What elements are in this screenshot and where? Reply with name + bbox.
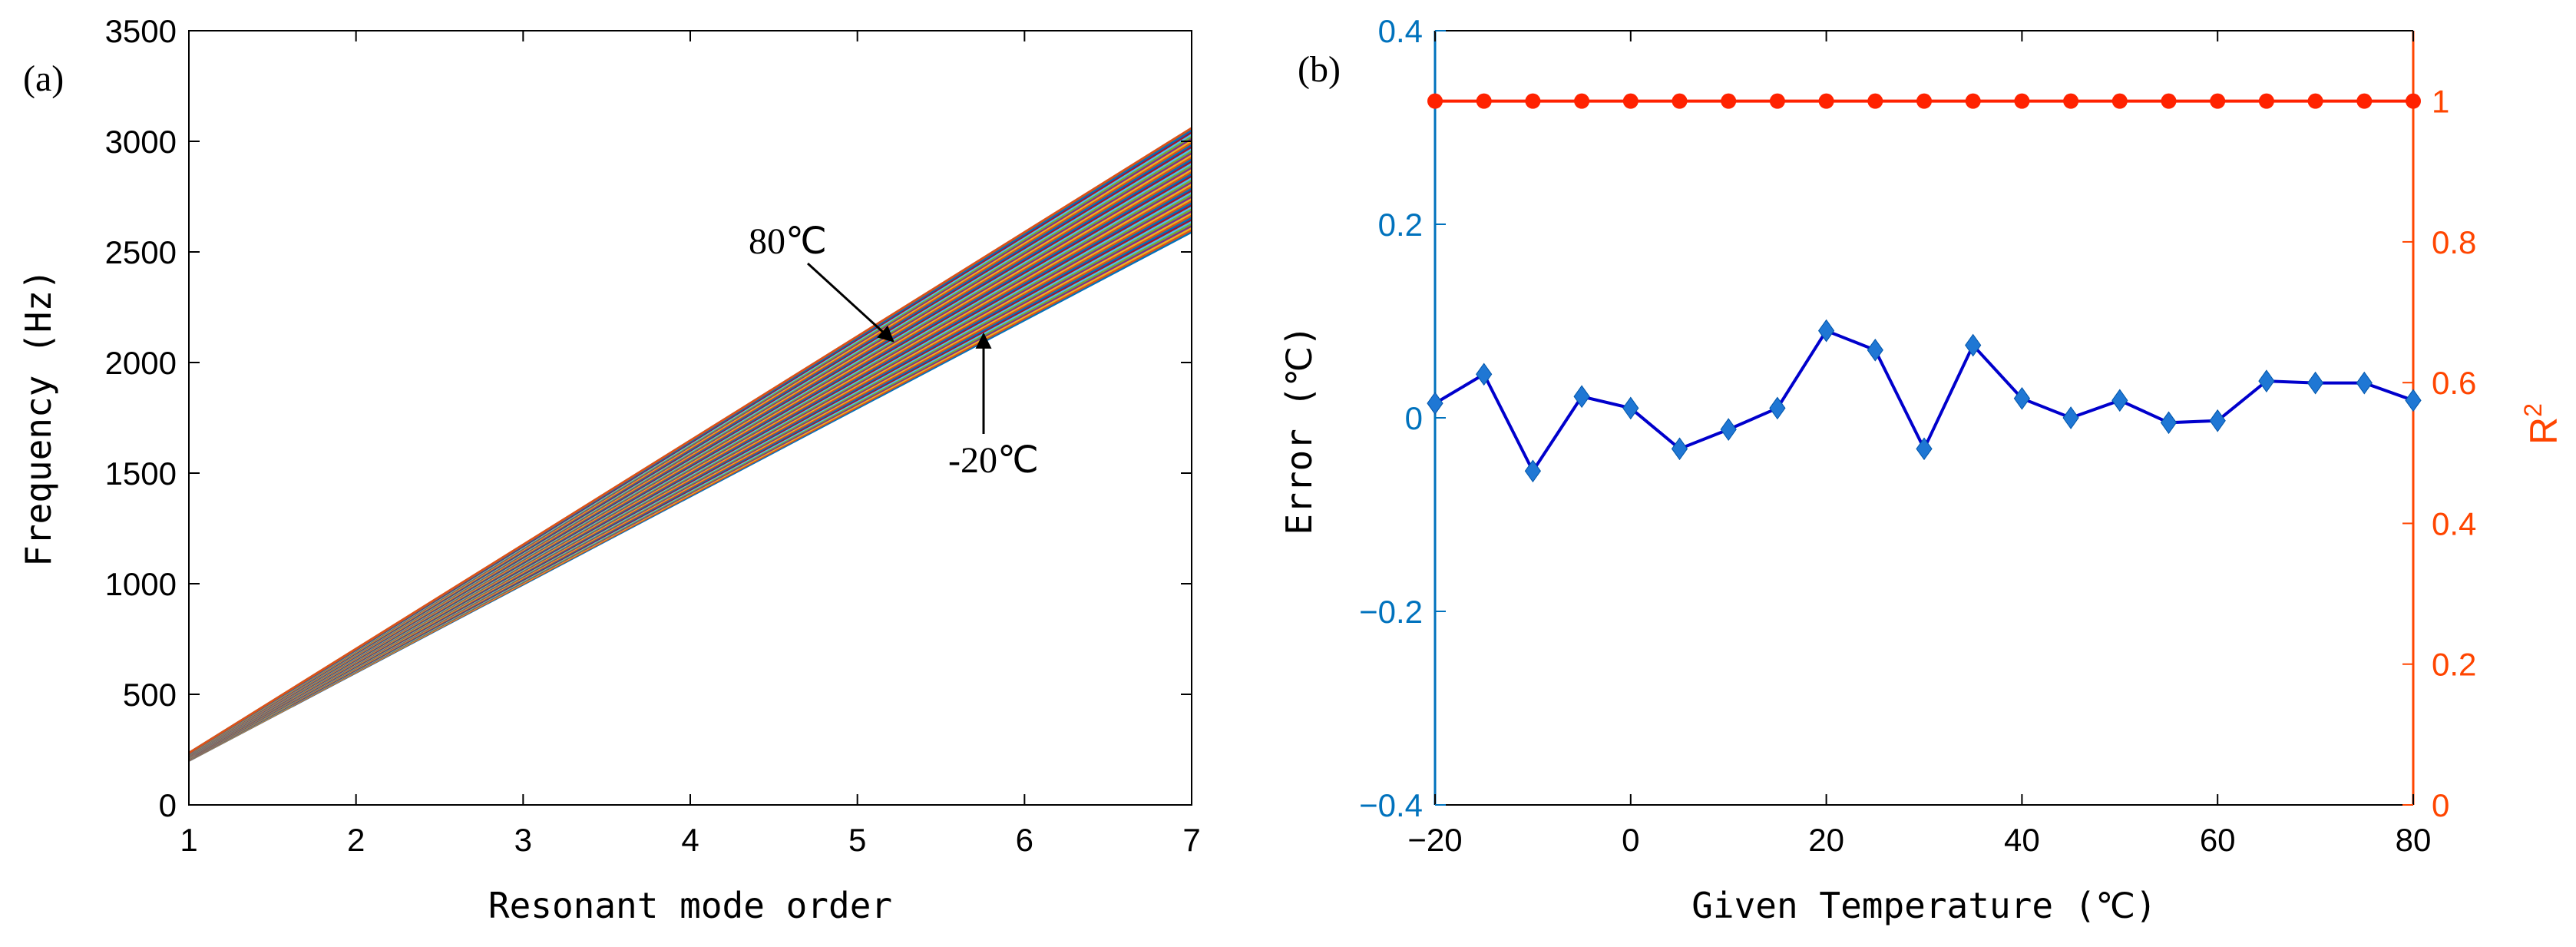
panel-b-left-ytick-label: −0.2 [1359,594,1423,630]
panel-a-xtick-label: 3 [514,822,532,858]
error-point [2209,409,2226,432]
panel-b-xtick-label: 80 [2396,822,2432,858]
error-point [2405,389,2422,412]
error-point [2062,406,2079,429]
panel-b-axes: −20 0 20 40 60 80 −0.4 −0.2 0 0.2 0.4 0 0.2 0.4 0.6 0.8… [1359,13,2476,858]
panel-a-ylabel: Frequency (Hz) [18,269,59,567]
panel-a-xlabel: Resonant mode order [488,885,892,926]
r2-point [1916,93,1932,109]
error-point [2356,371,2373,395]
r2-point [2406,93,2421,109]
r2-point [2014,93,2030,109]
panel-a-annotations: 80℃ -20℃ [749,221,1039,481]
r2-point [1721,93,1737,109]
r2-point [1525,93,1541,109]
error-point [1573,385,1590,409]
r2-point [1574,93,1590,109]
error-point [1720,418,1737,441]
panel-a-ytick-label: 3000 [105,124,177,160]
panel-a-ytick-label: 1500 [105,455,177,492]
panel-b-right-ytick-label: 0.4 [2432,505,2476,541]
panel-a-ytick-label: 500 [123,677,177,713]
panel-a-xtick-label: 7 [1182,822,1200,858]
panel-b-xtick-label: 0 [1622,822,1639,858]
panel-b-ylabel-right-base: R [2522,417,2565,445]
error-point [2160,411,2178,435]
panel-a-axes: 1 2 3 4 5 6 7 0 500 1000 1500 2000 2500 3000 3500 [105,13,1201,858]
panel-a-ytick-label: 3500 [105,13,177,49]
panel-b-left-ytick-label: 0 [1405,400,1423,436]
error-point [1427,392,1443,415]
panel-b-series-group [1427,93,2422,483]
panel-b-xtick-label: 40 [2004,822,2040,858]
panel-a-plot-area [189,31,1192,805]
panel-a-ytick-label: 2500 [105,234,177,270]
r2-point [1476,93,1492,109]
panel-b-ylabel-left: Error (℃) [1278,325,1320,535]
panel-a-xtick-label: 5 [848,822,866,858]
panel-a-xtick-label: 1 [180,822,197,858]
panel-b-left-ytick-label: 0.4 [1378,13,1423,49]
r2-point [1965,93,1981,109]
error-point [1769,396,1786,420]
panel-b-left-ytick-label: 0.2 [1378,207,1423,243]
error-point [1524,459,1542,483]
error-point [1476,363,1493,386]
panel-b-xtick-label: 20 [1808,822,1844,858]
error-point [1916,437,1933,461]
panel-a-xtick-label: 2 [347,822,365,858]
panel-b-label: (b) [1298,49,1341,90]
r2-point [1672,93,1688,109]
panel-a-label: (a) [23,58,64,99]
r2-point [2111,93,2128,109]
r2-point [1427,93,1443,109]
error-point [1671,437,1688,461]
panel-a-xtick-label: 6 [1016,822,1033,858]
panel-a-xtick-label: 4 [681,822,699,858]
panel-a-series-line [188,127,1192,754]
r2-point [1818,93,1834,109]
panel-a-series-group [188,127,1192,762]
panel-b-ylabel-right: R2 [2519,403,2565,445]
annotation-80c: 80℃ [749,221,827,262]
error-point [1867,338,1883,362]
panel-a-ytick-label: 2000 [105,345,177,381]
panel-a-ytick-label: 1000 [105,566,177,602]
panel-b-right-ytick-label: 1 [2432,84,2449,120]
r2-point [2063,93,2079,109]
panel-b-xlabel: Given Temperature (℃) [1691,885,2157,926]
panel-b-plot-area [1435,31,2413,805]
annotation-80c-arrow [806,262,894,343]
error-point [2111,389,2128,412]
r2-point [2161,93,2177,109]
panel-b-right-ytick-label: 0 [2432,787,2449,823]
panel-b-right-ytick-label: 0.8 [2432,224,2476,260]
panel-b-ylabel-right-sup: 2 [2519,403,2547,417]
r2-point [2210,93,2226,109]
r2-point [2307,93,2323,109]
panel-b: −20 0 20 40 60 80 −0.4 −0.2 0 0.2 0.4 0 0.2 0.4 0.6 0.8… [1278,13,2565,926]
error-point [1817,319,1835,343]
r2-point [1622,93,1639,109]
panel-b-xtick-label: −20 [1407,822,1462,858]
panel-b-right-ytick-label: 0.2 [2432,647,2476,683]
r2-point [1769,93,1785,109]
panel-b-xtick-label: 60 [2200,822,2236,858]
r2-point [2258,93,2274,109]
panel-a-ytick-label: 0 [159,787,177,823]
error-point [2306,371,2324,395]
error-point [1965,333,1982,357]
annotation-minus20c: -20℃ [948,440,1039,481]
panel-b-right-ytick-label: 0.6 [2432,365,2476,401]
error-point [2013,386,2031,410]
error-point [1622,396,1639,420]
error-point [2258,369,2275,392]
r2-point [1867,93,1883,109]
r2-point [2356,93,2373,109]
panel-b-left-ytick-label: −0.4 [1359,787,1423,823]
